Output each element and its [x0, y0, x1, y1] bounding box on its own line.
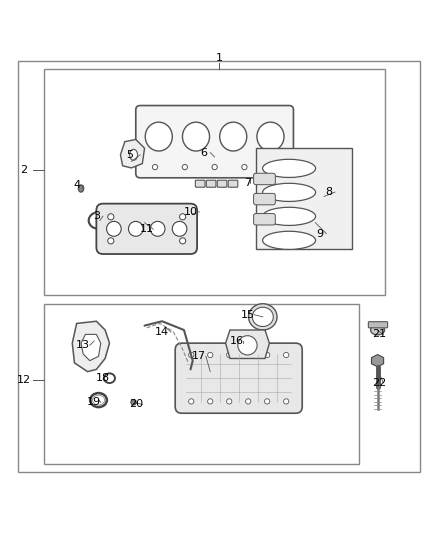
- Ellipse shape: [249, 304, 277, 330]
- Circle shape: [189, 399, 194, 404]
- Text: 12: 12: [17, 375, 31, 385]
- Ellipse shape: [132, 401, 135, 403]
- Bar: [44, 69, 385, 295]
- FancyBboxPatch shape: [136, 106, 293, 178]
- FancyBboxPatch shape: [175, 343, 302, 413]
- Ellipse shape: [371, 325, 385, 335]
- Ellipse shape: [150, 221, 165, 236]
- Ellipse shape: [252, 307, 273, 327]
- Ellipse shape: [183, 122, 209, 151]
- FancyBboxPatch shape: [96, 204, 197, 254]
- Ellipse shape: [272, 165, 277, 169]
- Text: 19: 19: [87, 397, 101, 407]
- Text: 8: 8: [325, 187, 332, 197]
- Text: 5: 5: [126, 150, 133, 160]
- Polygon shape: [120, 140, 145, 168]
- Text: 15: 15: [240, 310, 254, 320]
- FancyBboxPatch shape: [195, 180, 205, 187]
- Circle shape: [208, 352, 213, 358]
- Circle shape: [180, 238, 186, 244]
- Ellipse shape: [257, 122, 284, 151]
- Text: 21: 21: [372, 329, 386, 340]
- Ellipse shape: [131, 400, 136, 405]
- Text: 2: 2: [21, 165, 28, 175]
- Circle shape: [208, 399, 213, 404]
- Ellipse shape: [78, 185, 84, 192]
- Text: 16: 16: [230, 336, 244, 346]
- Ellipse shape: [182, 165, 187, 169]
- Text: 4: 4: [73, 181, 80, 190]
- Circle shape: [265, 352, 270, 358]
- Text: 3: 3: [93, 211, 100, 221]
- FancyBboxPatch shape: [368, 322, 388, 328]
- Ellipse shape: [106, 221, 121, 236]
- FancyBboxPatch shape: [206, 180, 216, 187]
- Bar: [44, 304, 359, 464]
- Ellipse shape: [152, 165, 158, 169]
- Circle shape: [238, 336, 257, 355]
- Circle shape: [265, 399, 270, 404]
- Ellipse shape: [145, 122, 172, 151]
- Text: 14: 14: [155, 327, 169, 337]
- Polygon shape: [72, 321, 110, 372]
- Ellipse shape: [242, 165, 247, 169]
- FancyBboxPatch shape: [217, 180, 227, 187]
- FancyBboxPatch shape: [254, 173, 276, 184]
- Text: 7: 7: [244, 178, 251, 188]
- Ellipse shape: [263, 207, 316, 225]
- Text: 1: 1: [215, 53, 223, 63]
- FancyBboxPatch shape: [228, 180, 238, 187]
- Ellipse shape: [263, 231, 316, 249]
- Circle shape: [246, 352, 251, 358]
- Circle shape: [283, 352, 289, 358]
- Polygon shape: [371, 354, 384, 367]
- Ellipse shape: [263, 159, 316, 177]
- Ellipse shape: [128, 221, 143, 236]
- Ellipse shape: [220, 122, 247, 151]
- Text: 20: 20: [129, 399, 143, 409]
- Circle shape: [226, 399, 232, 404]
- Text: 10: 10: [184, 207, 198, 217]
- Polygon shape: [226, 330, 269, 359]
- Text: 6: 6: [200, 148, 207, 158]
- Text: 17: 17: [192, 351, 206, 361]
- Circle shape: [108, 214, 114, 220]
- Circle shape: [180, 214, 186, 220]
- Circle shape: [246, 399, 251, 404]
- Ellipse shape: [212, 165, 217, 169]
- Text: 13: 13: [76, 341, 90, 350]
- Text: 9: 9: [316, 229, 323, 239]
- FancyBboxPatch shape: [254, 214, 276, 225]
- Circle shape: [283, 399, 289, 404]
- FancyBboxPatch shape: [254, 193, 276, 205]
- Text: 22: 22: [372, 377, 386, 387]
- Circle shape: [108, 238, 114, 244]
- Polygon shape: [81, 334, 101, 361]
- Text: 11: 11: [140, 224, 154, 235]
- Circle shape: [226, 352, 232, 358]
- Ellipse shape: [130, 149, 138, 160]
- Ellipse shape: [172, 221, 187, 236]
- Polygon shape: [256, 148, 352, 249]
- Text: 18: 18: [96, 373, 110, 383]
- Circle shape: [189, 352, 194, 358]
- Ellipse shape: [263, 183, 316, 201]
